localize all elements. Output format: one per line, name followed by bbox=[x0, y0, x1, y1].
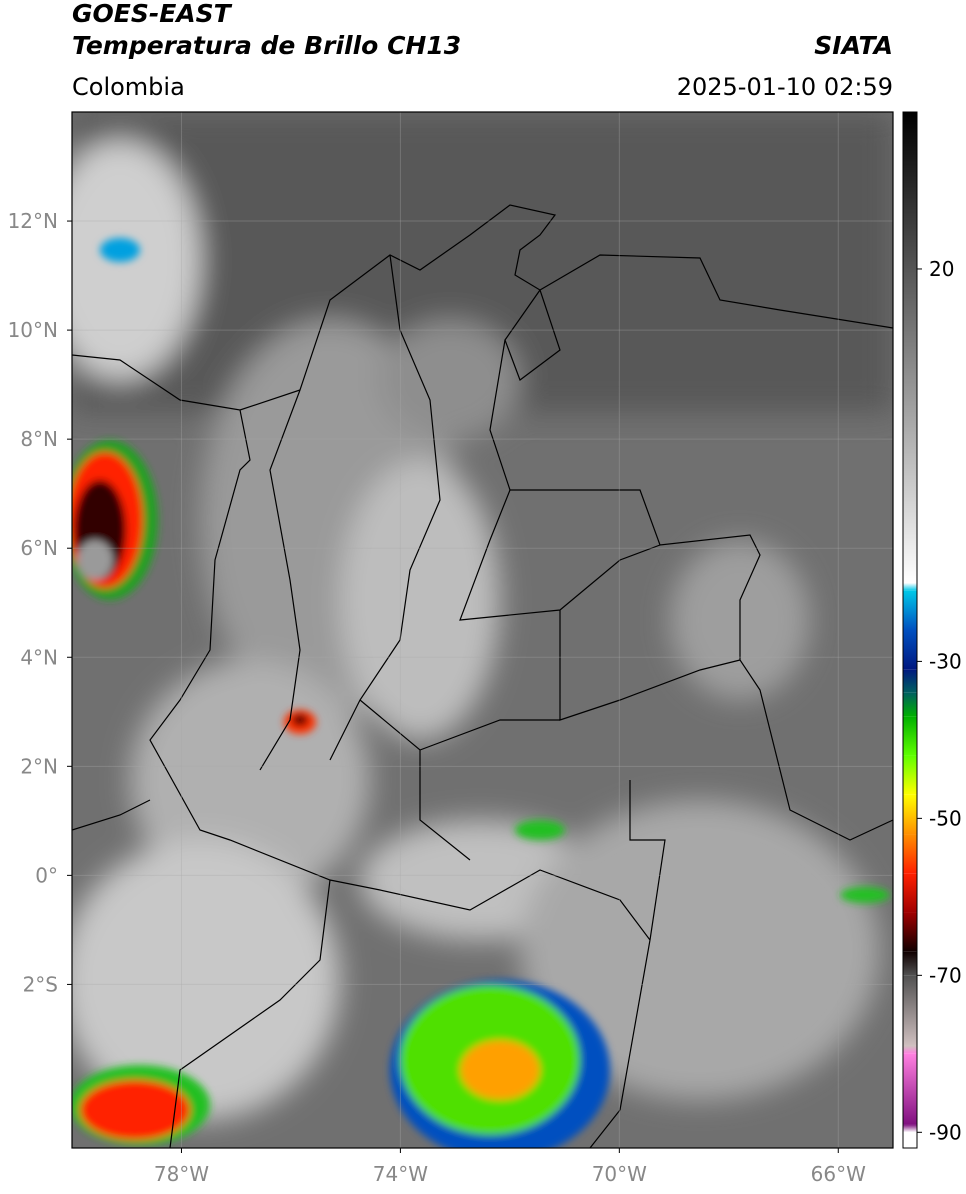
colorbar-segment bbox=[903, 669, 917, 693]
colorbar-segment bbox=[903, 582, 917, 591]
colorbar-segment bbox=[903, 1124, 917, 1133]
colorbar-segment bbox=[903, 716, 917, 756]
cloud-texture bbox=[72, 112, 893, 1120]
satellite: GOES-EAST bbox=[72, 0, 233, 28]
colorbar-tick-label: 20 bbox=[929, 257, 954, 281]
x-tick-label: 66°W bbox=[811, 1162, 866, 1186]
colorbar-segment bbox=[903, 112, 917, 583]
region: Colombia bbox=[72, 73, 185, 101]
x-tick-label: 74°W bbox=[373, 1162, 428, 1186]
colorbar-tick-label: -90 bbox=[929, 1120, 962, 1144]
product: Temperatura de Brillo CH13 bbox=[72, 31, 461, 60]
colorbar-segment bbox=[903, 912, 917, 952]
source: SIATA bbox=[814, 31, 893, 60]
internal-borders bbox=[259, 254, 741, 861]
y-tick-label: 8°N bbox=[20, 427, 58, 451]
colorbar-segment bbox=[903, 1132, 917, 1148]
colorbar-tick-label: -70 bbox=[929, 963, 962, 987]
colorbar-segment bbox=[903, 951, 917, 976]
y-tick-label: 6°N bbox=[20, 536, 58, 560]
colorbar-segment bbox=[903, 692, 917, 717]
colorbar-segment bbox=[903, 794, 917, 835]
y-tick-label: 0° bbox=[35, 863, 58, 887]
x-tick-label: 78°W bbox=[154, 1162, 209, 1186]
colorbar-segment bbox=[903, 630, 917, 670]
y-tick-label: 2°S bbox=[23, 972, 58, 996]
y-tick-label: 4°N bbox=[20, 645, 58, 669]
y-tick-label: 2°N bbox=[20, 754, 58, 778]
colorbar-segment bbox=[903, 1045, 917, 1054]
satellite-image bbox=[72, 112, 893, 1148]
map-frame bbox=[71, 111, 894, 1149]
colorbar-segment bbox=[903, 834, 917, 874]
y-tick-label: 12°N bbox=[8, 209, 58, 233]
colorbar-segment bbox=[903, 590, 917, 630]
ecuador-peru bbox=[72, 799, 621, 1148]
colorbar-segment bbox=[903, 975, 917, 1046]
colorbar-tick-label: -30 bbox=[929, 649, 962, 673]
colorbar-segment bbox=[903, 1053, 917, 1125]
y-tick-label: 10°N bbox=[8, 318, 58, 342]
colorbar-frame bbox=[902, 111, 918, 1149]
colombia-border bbox=[149, 339, 893, 1111]
datetime: 2025-01-10 02:59 bbox=[677, 73, 893, 101]
coastline bbox=[72, 204, 893, 411]
colorbar-tick-label: -50 bbox=[929, 806, 962, 830]
colorbar-segment bbox=[903, 873, 917, 913]
colorbar-segment bbox=[903, 755, 917, 795]
x-tick-label: 70°W bbox=[592, 1162, 647, 1186]
convective-cells bbox=[72, 238, 890, 1148]
